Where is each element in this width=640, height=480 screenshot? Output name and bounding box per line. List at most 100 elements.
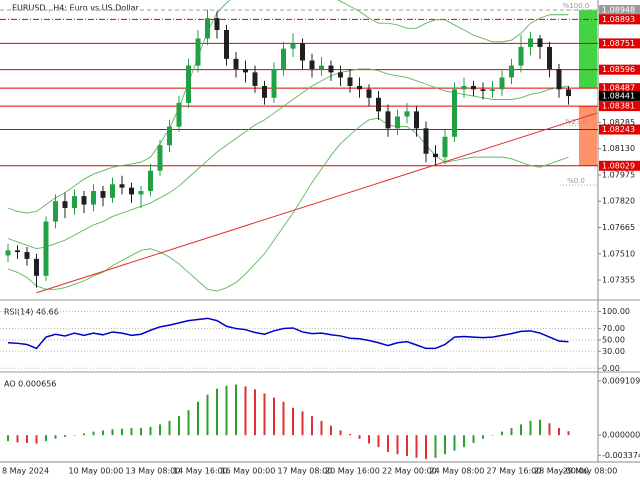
ao-bar: [35, 435, 38, 444]
price-level-label: 1.08751: [602, 39, 635, 48]
candle-body: [490, 89, 495, 92]
x-tick-label: 13 May 08:00: [126, 467, 181, 476]
ao-bar: [54, 435, 57, 439]
y-tick-label: 100.00: [602, 307, 630, 316]
candle-body: [157, 145, 163, 171]
ao-bar: [377, 435, 380, 448]
ao-bar: [111, 429, 114, 436]
candle-body: [423, 128, 429, 154]
y-tick-label: 50.00: [602, 335, 625, 344]
ao-bar: [330, 425, 332, 436]
x-tick-label: 27 May 16:00: [487, 467, 542, 476]
ao-bar: [7, 435, 9, 442]
price-level-label: 1.08948: [602, 6, 635, 15]
x-tick-label: 22 May 00:00: [382, 467, 437, 476]
ao-bar: [187, 410, 190, 436]
candle-body: [138, 191, 144, 195]
candle-body: [53, 201, 58, 222]
y-tick-label: 70.00: [602, 324, 625, 333]
ao-bar: [548, 423, 551, 436]
ao-bar: [130, 428, 133, 436]
y-tick-label: 30.00: [602, 347, 625, 356]
candle-body: [547, 46, 552, 69]
x-tick-label: 16 May 00:00: [221, 467, 276, 476]
ao-bar: [510, 428, 513, 436]
candle-body: [186, 65, 191, 103]
y-tick-label: 1.07665: [602, 223, 635, 232]
candle-body: [556, 68, 562, 90]
ao-bar: [292, 407, 294, 436]
ao-bar: [339, 430, 342, 436]
ao-bar: [349, 433, 351, 436]
ao-bar: [501, 431, 503, 436]
ao-bar: [529, 420, 532, 436]
fib-label: %0.0: [567, 177, 585, 185]
ao-bar: [235, 384, 237, 436]
ao-bar: [168, 420, 171, 436]
candle-body: [395, 116, 400, 129]
candle-body: [347, 77, 353, 86]
ao-bar: [83, 433, 85, 436]
candle-body: [243, 68, 248, 73]
candle-body: [5, 250, 11, 256]
price-level-label: 1.08381: [602, 102, 635, 111]
candle-body: [319, 65, 324, 69]
candle-body: [290, 43, 296, 49]
price-level-box: [599, 5, 640, 16]
ao-bar: [197, 401, 199, 436]
candle-body: [414, 111, 419, 129]
ao-bar: [320, 420, 323, 436]
chart-title: EURUSD., H4: Euro vs US Dollar: [12, 4, 140, 13]
x-tick-label: 28 May 00:00: [534, 467, 589, 476]
ao-bar: [159, 424, 161, 436]
candle-body: [300, 43, 305, 61]
candle-body: [119, 184, 125, 188]
price-level-label: 1.08487: [602, 84, 635, 93]
candle-body: [528, 38, 533, 47]
y-tick-label: 1.07510: [602, 249, 635, 258]
candle-body: [91, 191, 96, 205]
ao-bar: [16, 435, 19, 443]
candle-body: [328, 65, 334, 73]
ao-bar: [92, 431, 95, 436]
price-level-box: [599, 124, 640, 135]
candle-body: [499, 77, 505, 90]
ao-bar: [26, 435, 28, 443]
candle-body: [271, 68, 277, 98]
candle-body: [214, 18, 220, 31]
candle-body: [518, 46, 524, 66]
candle-body: [452, 89, 457, 137]
x-tick-label: 8 May 2024: [2, 467, 49, 476]
ao-bar: [64, 435, 66, 437]
price-level-label: 1.08893: [602, 15, 635, 24]
price-level-box: [599, 83, 640, 94]
candle-body: [537, 38, 543, 47]
y-tick-label: 1.07355: [602, 276, 635, 285]
bollinger-band: [7, 0, 569, 214]
candle-body: [43, 221, 49, 276]
candle-body: [366, 89, 372, 98]
ao-bar: [406, 435, 408, 457]
candle-body: [34, 258, 39, 276]
ao-bar: [45, 435, 47, 442]
ao-bar: [73, 435, 76, 436]
candle-body: [110, 184, 115, 198]
candle-body: [309, 60, 315, 69]
candle-body: [233, 58, 239, 69]
ao-bar: [368, 435, 370, 444]
price-level-box: [599, 14, 640, 25]
ao-bar: [444, 435, 446, 455]
trade-zone: [579, 106, 597, 166]
price-level-label: 1.08029: [602, 161, 635, 170]
candle-body: [15, 250, 20, 253]
candle-body: [252, 72, 258, 86]
rsi-line: [7, 317, 569, 350]
x-tick-label: 17 May 08:00: [278, 467, 333, 476]
bollinger-band: [7, 117, 569, 292]
ao-bar: [387, 435, 389, 452]
x-tick-label: 10 May 00:00: [69, 467, 124, 476]
price-level-box: [599, 38, 640, 49]
ao-bar: [216, 388, 218, 436]
y-tick-label: 1.07975: [602, 170, 635, 179]
x-tick-label: 24 May 08:00: [430, 467, 485, 476]
